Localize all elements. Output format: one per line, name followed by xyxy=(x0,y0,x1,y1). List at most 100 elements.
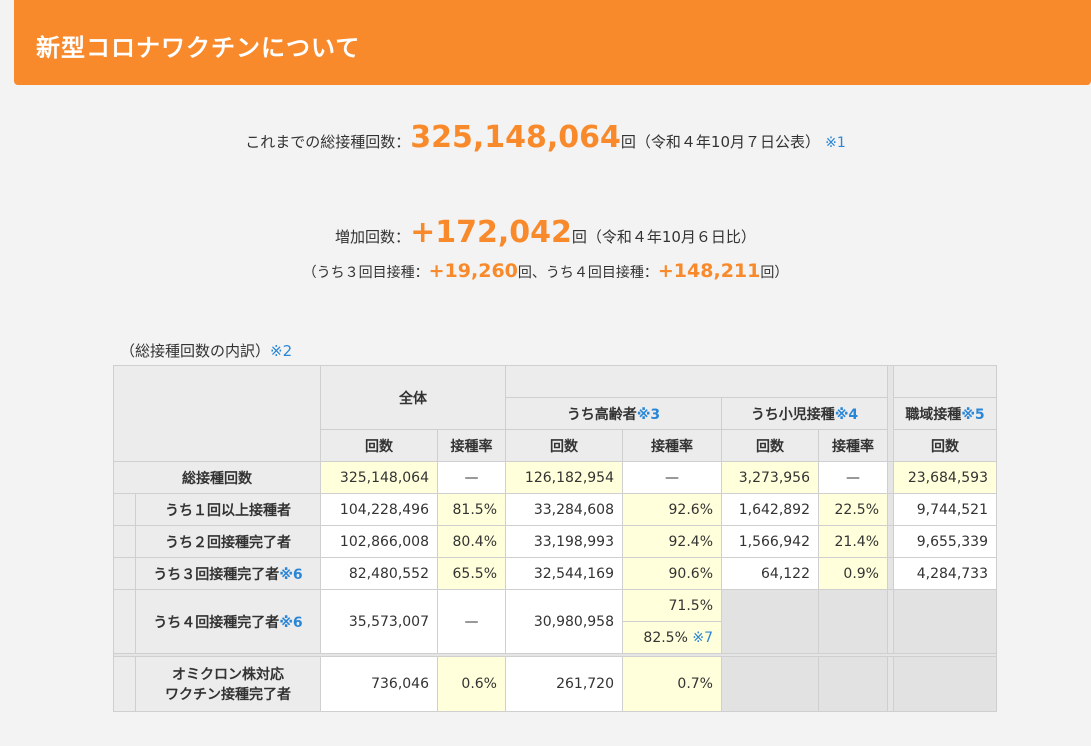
col-count: 回数 xyxy=(320,429,438,462)
corner-cell xyxy=(113,365,321,462)
indent xyxy=(113,656,136,712)
cell: 104,228,496 xyxy=(320,493,438,526)
header-row-2: うち高齢者※3 うち小児接種※4 職域接種※5 xyxy=(114,397,997,430)
empty-cell xyxy=(818,589,888,654)
cell: 90.6% xyxy=(622,557,722,590)
cell: 22.5% xyxy=(818,493,888,526)
header-all: 全体 xyxy=(320,365,506,430)
cell: 9,744,521 xyxy=(893,493,997,526)
indent xyxy=(113,557,136,590)
increase-breakdown-line: （うち３回目接種：+19,260回、うち４回目接種：+148,211回） xyxy=(0,260,1091,282)
col-rate: 接種率 xyxy=(437,429,506,462)
col-rate: 接種率 xyxy=(818,429,888,462)
breakdown-label: （総接種回数の内訳） xyxy=(120,342,271,360)
cell: 0.6% xyxy=(437,656,506,712)
table-row: うち４回接種完了者※6 35,573,007 — 30,980,958 71.5… xyxy=(113,589,997,654)
cell: 1,642,892 xyxy=(721,493,819,526)
cell: 0.9% xyxy=(818,557,888,590)
table-row: うち２回接種完了者 102,866,008 80.4% 33,198,993 9… xyxy=(113,525,997,558)
increase-unit: 回（令和４年10月６日比） xyxy=(571,228,756,246)
total-value: 325,148,064 xyxy=(410,120,621,155)
col-count: 回数 xyxy=(721,429,819,462)
cell: 0.7% xyxy=(622,656,722,712)
breakdown-caption: （総接種回数の内訳）※2 xyxy=(120,340,292,361)
empty-cell xyxy=(893,656,997,712)
note-link-6[interactable]: ※6 xyxy=(279,566,303,583)
table-row: うち１回以上接種者 104,228,496 81.5% 33,284,608 9… xyxy=(113,493,997,526)
increase-line: 増加回数：+172,042回（令和４年10月６日比） xyxy=(0,215,1091,250)
row-label: うち４回接種完了者※6 xyxy=(135,589,321,654)
empty-cell xyxy=(893,589,997,654)
cell: 4,284,733 xyxy=(893,557,997,590)
increase-label: 増加回数： xyxy=(335,228,411,246)
indent xyxy=(113,589,136,654)
cell: 71.5% xyxy=(622,589,722,622)
cell: 92.6% xyxy=(622,493,722,526)
empty-cell xyxy=(721,589,819,654)
indent xyxy=(113,493,136,526)
table-row: 総接種回数 325,148,064 — 126,182,954 — 3,273,… xyxy=(113,461,997,494)
vaccination-table: 全体 うち高齢者※3 うち小児接種※4 職域接種※5 回数 接種率 回数 接種率… xyxy=(113,365,997,712)
row-label: うち３回接種完了者※6 xyxy=(135,557,321,590)
page-header: 新型コロナワクチンについて xyxy=(14,0,1091,85)
cell: 126,182,954 xyxy=(505,461,623,494)
cell: — xyxy=(622,461,722,494)
note-link-4[interactable]: ※4 xyxy=(834,406,859,423)
note-link-3[interactable]: ※3 xyxy=(636,406,661,423)
header-child: うち小児接種※4 xyxy=(721,397,888,430)
table-row: うち３回接種完了者※6 82,480,552 65.5% 32,544,169 … xyxy=(113,557,997,590)
cell: 82.5% ※7 xyxy=(622,621,722,654)
total-label: これまでの総接種回数： xyxy=(245,133,411,151)
cell: 33,198,993 xyxy=(505,525,623,558)
cell: 102,866,008 xyxy=(320,525,438,558)
cell: 23,684,593 xyxy=(893,461,997,494)
row-label: うち１回以上接種者 xyxy=(135,493,321,526)
row-label: オミクロン株対応 ワクチン接種完了者 xyxy=(135,656,321,712)
cell: 30,980,958 xyxy=(505,589,623,654)
cell: 736,046 xyxy=(320,656,438,712)
col-count: 回数 xyxy=(893,429,997,462)
col-rate: 接種率 xyxy=(622,429,722,462)
row-label: 総接種回数 xyxy=(113,461,321,494)
header-work: 職域接種※5 xyxy=(893,397,997,430)
cell: 1,566,942 xyxy=(721,525,819,558)
cell: 35,573,007 xyxy=(320,589,438,654)
cell: 82,480,552 xyxy=(320,557,438,590)
cell: 9,655,339 xyxy=(893,525,997,558)
total-unit: 回（令和４年10月７日公表） xyxy=(620,133,821,151)
note-link-7[interactable]: ※7 xyxy=(692,629,713,646)
cell: 81.5% xyxy=(437,493,506,526)
cell: 64,122 xyxy=(721,557,819,590)
empty-cell xyxy=(721,656,819,712)
cell: 261,720 xyxy=(505,656,623,712)
cell: — xyxy=(437,461,506,494)
increase-value: +172,042 xyxy=(410,215,572,250)
cell: 80.4% xyxy=(437,525,506,558)
sub-open: （うち３回目接種： xyxy=(302,265,429,281)
empty-cell xyxy=(818,656,888,712)
total-vaccinations-line: これまでの総接種回数：325,148,064回（令和４年10月７日公表） ※1 xyxy=(0,120,1091,155)
third-dose-increase: +19,260 xyxy=(428,260,518,282)
note-link-6[interactable]: ※6 xyxy=(279,614,303,631)
table-row: 82.5% ※7 xyxy=(114,621,997,654)
note-link-2[interactable]: ※2 xyxy=(270,342,293,360)
cell: 32,544,169 xyxy=(505,557,623,590)
cell: 3,273,956 xyxy=(721,461,819,494)
row-label: うち２回接種完了者 xyxy=(135,525,321,558)
cell: 21.4% xyxy=(818,525,888,558)
fourth-dose-increase: +148,211 xyxy=(657,260,761,282)
note-link-1[interactable]: ※1 xyxy=(825,135,846,151)
cell: 325,148,064 xyxy=(320,461,438,494)
note-link-5[interactable]: ※5 xyxy=(961,406,985,423)
sub-close: 回） xyxy=(760,265,789,281)
cell: 33,284,608 xyxy=(505,493,623,526)
header-blank xyxy=(505,365,888,398)
indent xyxy=(113,525,136,558)
cell: 92.4% xyxy=(622,525,722,558)
table-row: オミクロン株対応 ワクチン接種完了者 736,046 0.6% 261,720 0… xyxy=(113,656,997,712)
cell: 65.5% xyxy=(437,557,506,590)
cell: — xyxy=(437,589,506,654)
col-count: 回数 xyxy=(505,429,623,462)
cell: — xyxy=(818,461,888,494)
sub-mid: 回、うち４回目接種： xyxy=(517,265,658,281)
